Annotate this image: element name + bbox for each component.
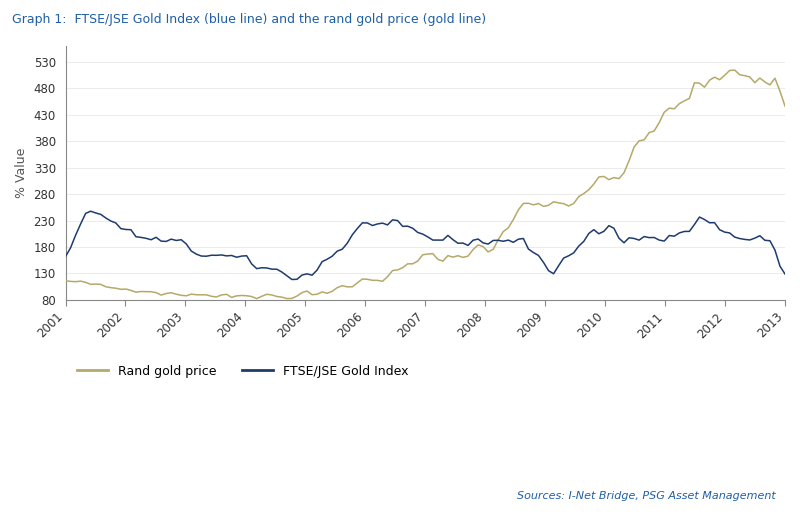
Legend: Rand gold price, FTSE/JSE Gold Index: Rand gold price, FTSE/JSE Gold Index <box>72 360 414 382</box>
Text: Graph 1:  FTSE/JSE Gold Index (blue line) and the rand gold price (gold line): Graph 1: FTSE/JSE Gold Index (blue line)… <box>12 13 486 26</box>
Text: Sources: I-Net Bridge, PSG Asset Management: Sources: I-Net Bridge, PSG Asset Managem… <box>518 491 776 501</box>
Y-axis label: % Value: % Value <box>15 148 28 198</box>
